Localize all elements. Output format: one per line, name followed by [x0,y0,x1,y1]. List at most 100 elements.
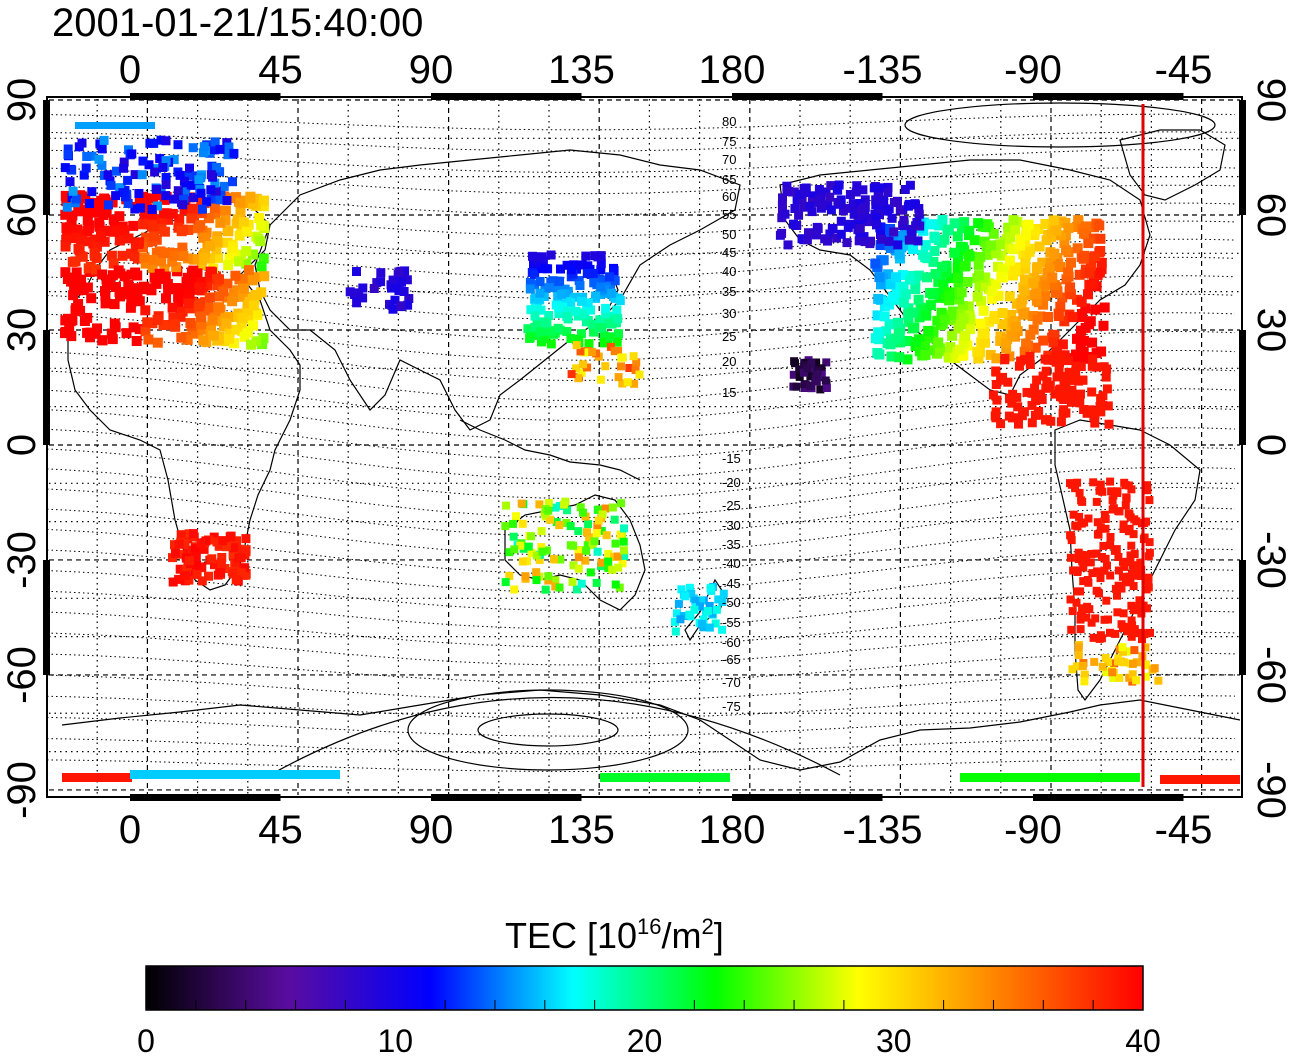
tec-cell [1118,572,1127,581]
tec-cell [1096,346,1107,357]
tec-cell [247,249,258,260]
tec-cell [140,326,151,337]
tec-cell [147,193,158,204]
tec-cell [118,289,129,300]
tec-cell [893,328,904,339]
tec-cell [92,323,102,334]
tec-cell [108,258,119,269]
tec-cell [920,349,931,360]
tec-cell [562,519,571,527]
tec-cell [677,585,686,594]
x-tick-label-top: -135 [842,48,922,92]
tec-cell [532,320,542,330]
contour-value-label: 60 [722,189,736,204]
tec-cell [358,293,368,303]
tec-cell [956,287,967,298]
tec-cell [1154,676,1163,685]
tec-cell [625,364,634,372]
tec-cell [79,316,90,326]
colorbar-title-main: TEC [10 [505,915,637,956]
tec-cell [544,576,553,585]
tec-cell [937,215,948,225]
tec-cell [535,288,545,298]
tec-cell [787,187,797,197]
tec-cell [804,229,814,239]
tec-cell [1005,232,1016,243]
tec-cell [1076,625,1085,634]
tec-cell [902,336,912,346]
tec-cell [119,228,130,239]
tec-cell [549,555,558,564]
tec-cell [222,196,232,205]
tec-cell [1092,497,1101,506]
tec-cell [873,327,884,338]
coastline-north-america [779,159,1151,396]
tec-cell [67,315,78,326]
tec-cell [978,305,989,316]
tec-cell [536,305,546,315]
tec-cell [903,201,913,211]
tec-cell [1013,402,1023,412]
tec-cell [227,296,238,307]
tec-cell [186,213,197,224]
tec-cell [881,296,892,307]
tec-cell [899,215,909,225]
tec-cell [928,256,939,267]
tec-cell [577,579,586,588]
tec-cell [505,571,514,580]
tec-cell [885,334,896,345]
tec-cell [899,225,910,236]
tec-cell [1098,553,1106,561]
tec-cell [848,199,858,209]
tec-cell [156,256,167,267]
tec-cell [68,290,79,301]
tec-cell [222,225,233,236]
tec-cell [1090,657,1099,666]
tec-cell [555,521,564,530]
tec-cell [158,248,169,259]
tec-cell [1111,584,1120,593]
tec-cell [176,332,187,343]
tec-cell [1073,478,1082,487]
tec-cell [394,267,404,277]
tec-cell [553,323,563,333]
tec-cell [206,170,216,180]
tec-cell [907,323,918,334]
tec-data-cells [60,122,1240,784]
tec-cell [198,324,209,335]
tec-cell [255,236,266,247]
tec-cell [214,274,224,285]
tec-cell [1142,661,1151,670]
tec-cell [221,542,231,552]
tec-cell [1092,586,1101,595]
tec-cell [699,615,708,624]
tec-cell [138,156,148,166]
tec-cell [582,546,591,555]
tec-cell [799,368,808,377]
tec-cell [812,230,821,240]
tec-cell [992,395,1002,405]
tec-cell [1006,331,1017,341]
tec-cell [80,193,91,204]
geomagnetic-contour [46,716,1236,737]
tec-cell [518,557,527,566]
tec-cell [546,250,556,260]
contour-value-label: -60 [722,635,741,650]
tec-cell [1078,253,1089,264]
tec-cell [1040,354,1050,364]
tec-cell [794,210,804,220]
tec-cell [601,303,611,313]
tec-cell [560,500,568,509]
colorbar: TEC [1016/m2] 0 10 20 30 40 [137,914,1161,1057]
geomagnetic-contour [46,166,1236,195]
geomagnetic-contour [46,737,1236,755]
tec-cell [1104,419,1114,429]
tec-cell [106,328,117,339]
tec-cell [241,226,252,237]
tec-cell [953,253,963,264]
geomagnetic-contour [46,631,1236,666]
tec-cell [351,288,361,298]
tec-cell [1100,566,1109,575]
tec-cell [876,279,886,290]
tec-cell [76,205,87,215]
